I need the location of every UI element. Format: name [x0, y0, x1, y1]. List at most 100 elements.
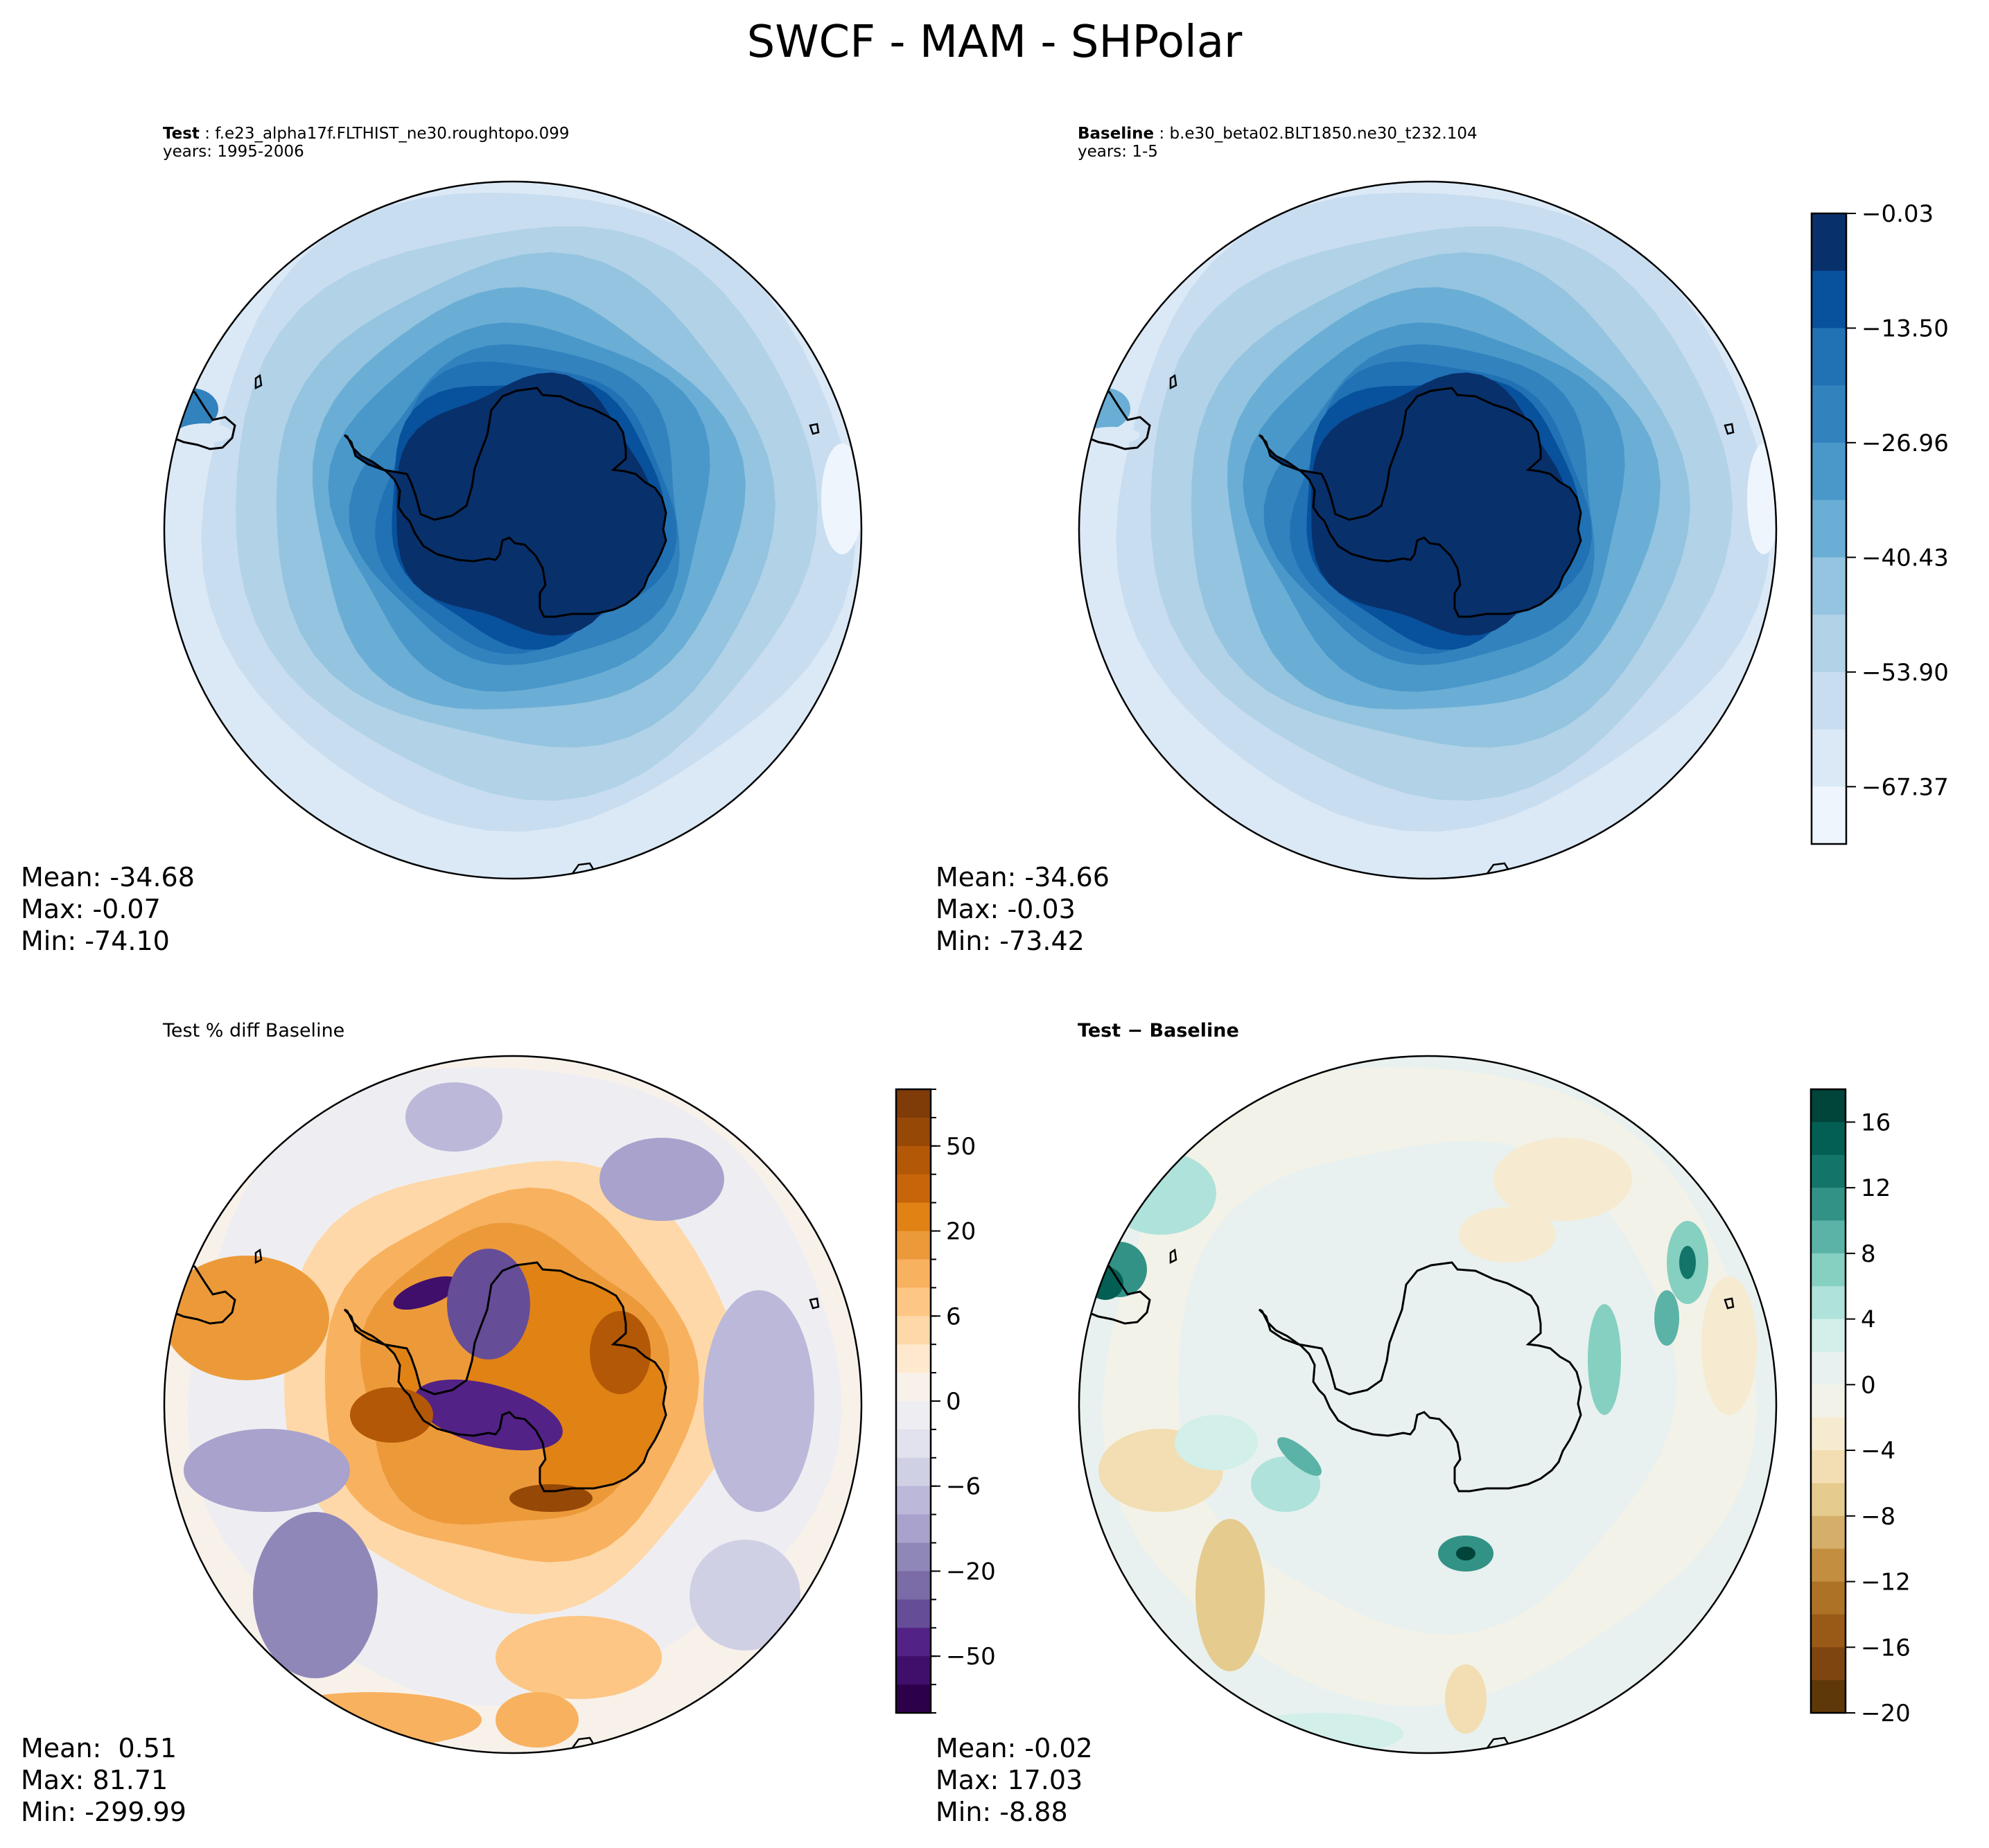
colorbar-segment	[896, 1089, 931, 1118]
colorbar-segment	[1811, 1515, 1846, 1549]
anomaly-patch	[165, 388, 218, 430]
antarctica-fill	[1259, 388, 1581, 617]
colorbar-segment	[1811, 1188, 1846, 1221]
colorbar-segment	[1811, 1122, 1846, 1156]
anomaly-patch	[1701, 1276, 1757, 1415]
pctdiff-max: Max: 81.71	[21, 1765, 168, 1795]
colorbar-segment	[896, 1259, 931, 1288]
antarctica-fill	[1259, 1262, 1581, 1491]
figure-title: SWCF - MAM - SHPolar	[746, 17, 1243, 68]
anomaly-patch	[1654, 1290, 1679, 1346]
kerguelen-coastline	[1724, 1297, 1735, 1310]
pctdiff-panel-title: Test % diff Baseline	[163, 1020, 345, 1041]
colorbar-segment	[1811, 1384, 1846, 1418]
map-boundary	[163, 1055, 863, 1754]
colorbar-tick-label: 6	[946, 1303, 961, 1330]
colorbar-segment	[1811, 1450, 1846, 1484]
anomaly-patch	[1175, 1415, 1258, 1470]
south-america-coastline	[165, 387, 236, 450]
colorbar-segment	[896, 1599, 931, 1628]
colorbar-segment	[896, 1174, 931, 1204]
colorbar-tick-label: −12	[1861, 1569, 1911, 1596]
south-america-coastline	[1080, 387, 1151, 450]
test-map	[163, 180, 863, 880]
colorbar-segment	[896, 1145, 931, 1175]
pctdiff-min: Min: -299.99	[21, 1797, 186, 1827]
pctdiff-map	[163, 1055, 863, 1754]
antarctica-coastline	[343, 1261, 667, 1493]
falkland-islands-coastline	[254, 373, 263, 390]
colorbar-segment	[1811, 1253, 1846, 1287]
test-min: Min: -74.10	[21, 926, 170, 956]
colorbar-segment	[1812, 442, 1846, 501]
colorbar-segment	[896, 1457, 931, 1487]
anomaly-patch	[1085, 427, 1140, 443]
anomaly-patch	[1679, 1246, 1696, 1279]
anomaly-patch	[599, 1138, 724, 1221]
colorbar-segment	[1812, 328, 1846, 386]
anomaly-patch	[821, 443, 861, 554]
anomaly-patch	[590, 1311, 651, 1394]
colorbar-segment	[896, 1316, 931, 1345]
diff-min: Min: -8.88	[936, 1797, 1068, 1827]
anomaly-patch	[253, 1512, 378, 1678]
colorbar-tick-label: 0	[1861, 1371, 1876, 1399]
colorbar-tick-label: −8	[1861, 1503, 1895, 1531]
colorbar-segment	[1811, 1154, 1846, 1188]
anomaly-patch	[405, 1082, 502, 1152]
anomaly-patch	[1459, 1207, 1556, 1262]
colorbar-tick-label: 0	[946, 1388, 961, 1416]
antarctica-coastline	[1258, 1261, 1582, 1493]
colorbar-tick-label: −6	[946, 1473, 981, 1501]
colorbar-frame	[1810, 1088, 1847, 1714]
test-max: Max: -0.07	[21, 894, 161, 924]
colorbar-tick-label: 50	[946, 1133, 976, 1161]
diff-max: Max: 17.03	[936, 1765, 1083, 1795]
anomaly-patch	[1445, 1664, 1487, 1734]
antarctica-fill	[344, 388, 666, 617]
baseline-stats: Mean: -34.66 Max: -0.03 Min: -73.42	[936, 861, 1110, 957]
kerguelen-coastline	[809, 423, 820, 435]
colorbar-segment	[896, 1514, 931, 1544]
map-boundary	[163, 180, 863, 880]
colorbar-segment	[896, 1287, 931, 1317]
colorbar-tick-label: −16	[1861, 1634, 1911, 1662]
colorbar-segment	[896, 1231, 931, 1260]
colorbar-segment	[896, 1429, 931, 1459]
colorbar-segment	[1812, 729, 1846, 787]
diff-stats: Mean: -0.02 Max: 17.03 Min: -8.88	[936, 1732, 1093, 1828]
anomaly-patch	[1080, 388, 1130, 430]
anomaly-patch	[1588, 1304, 1621, 1415]
colorbar-segment	[896, 1542, 931, 1572]
baseline-case-name: b.e30_beta02.BLT1850.ne30_t232.104	[1169, 125, 1478, 143]
colorbar-tick-label: −67.37	[1861, 773, 1949, 801]
test-panel-title: Test : f.e23_alpha17f.FLTHIST_ne30.rough…	[163, 125, 570, 161]
diff-colorbar: 16 12 8 4 0 −4 −8 −12 −16 −20	[1810, 1088, 1911, 1727]
anomaly-patch	[260, 1692, 482, 1748]
antarctica-coastline	[1258, 387, 1582, 618]
anomaly-patch	[1237, 1713, 1403, 1752]
test-label: Test	[163, 125, 200, 143]
colorbar-tick-label: 20	[946, 1218, 976, 1246]
colorbar-segment	[1811, 1351, 1846, 1385]
colorbar-tick-label: 4	[1861, 1306, 1876, 1334]
anomaly-patch	[690, 1540, 800, 1651]
colorbar-segment	[1811, 1089, 1846, 1123]
colorbar-tick-label: −50	[946, 1643, 996, 1671]
colorbar-segment	[1811, 1220, 1846, 1254]
colorbar-frame	[1810, 212, 1848, 845]
diff-map	[1078, 1055, 1778, 1754]
colorbar-segment	[1811, 1680, 1846, 1714]
kerguelen-coastline	[1724, 423, 1735, 435]
anomaly-patch	[1277, 1437, 1322, 1476]
anomaly-patch	[177, 423, 232, 443]
colorbar-segment	[1812, 270, 1846, 328]
baseline-colorbar: −0.03 −13.50 −26.96 −40.43 −53.90 −67.37	[1810, 201, 1949, 845]
baseline-panel-title: Baseline : b.e30_beta02.BLT1850.ne30_t23…	[1078, 125, 1478, 161]
colorbar-segment	[896, 1373, 931, 1402]
colorbar-segment	[1811, 1417, 1846, 1451]
south-america-coastline	[1080, 1261, 1151, 1325]
baseline-mean: Mean: -34.66	[936, 862, 1110, 892]
colorbar-tick-label: 16	[1861, 1109, 1891, 1136]
colorbar-segment	[1811, 1483, 1846, 1517]
